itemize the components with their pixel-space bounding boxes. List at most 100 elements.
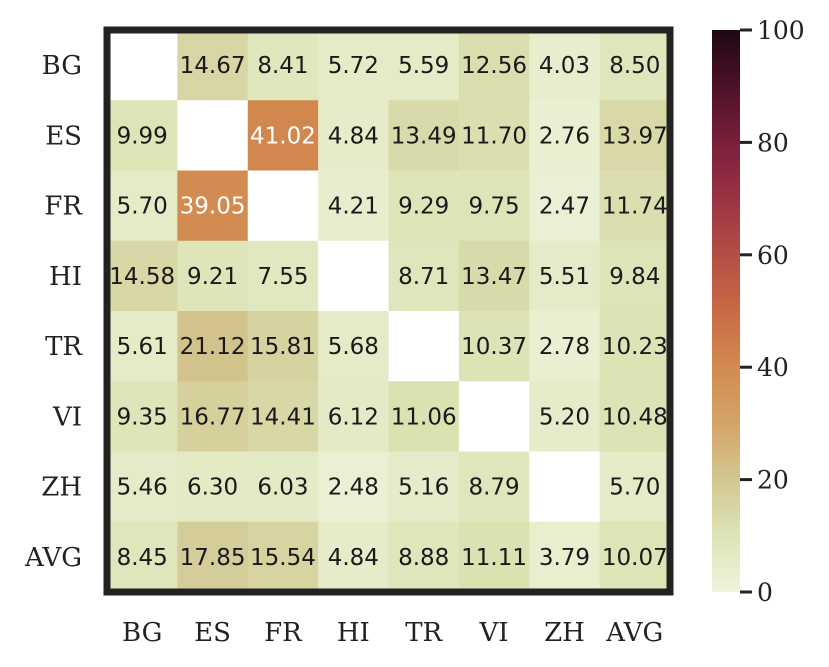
heatmap-cell: [177, 170, 249, 242]
colorbar-tick-label: 20: [757, 466, 789, 495]
heatmap-cell: [529, 381, 601, 453]
colorbar-tick-label: 80: [757, 128, 789, 157]
heatmap-cell: [318, 170, 390, 242]
heatmap-cell-value: 4.03: [539, 53, 590, 79]
heatmap-cell: [388, 170, 460, 242]
heatmap-cell-value: 9.84: [609, 264, 660, 290]
x-tick-label: AVG: [605, 618, 663, 648]
x-tick-label: FR: [264, 618, 303, 648]
heatmap-cell-value: 6.03: [257, 475, 308, 501]
heatmap-cell: [458, 521, 530, 593]
heatmap-cell-value: 16.77: [180, 404, 246, 430]
heatmap-cell: [458, 170, 530, 242]
y-tick-label: TR: [45, 332, 83, 362]
heatmap-cell-value: 11.06: [391, 404, 457, 430]
heatmap-cell: [177, 30, 249, 101]
y-tick-label: HI: [49, 262, 82, 292]
heatmap-cell-value: 9.21: [187, 264, 238, 290]
heatmap-cell: [247, 100, 319, 172]
heatmap-cell-value: 6.12: [328, 404, 379, 430]
y-axis-tick-labels: BG ES FR HI TR VI ZH AVG: [24, 51, 83, 573]
colorbar-tick-label: 0: [757, 578, 773, 607]
colorbar-tick-label: 100: [757, 16, 805, 45]
heatmap-cell: [388, 100, 460, 172]
heatmap-cell-value: 5.72: [328, 53, 379, 79]
y-tick-label: VI: [52, 402, 82, 432]
heatmap-cell: [599, 311, 671, 382]
heatmap-cell: [388, 30, 460, 101]
heatmap-cell-value: 2.76: [539, 123, 590, 149]
heatmap-cell-value: 5.61: [117, 334, 168, 360]
heatmap-cell: [599, 170, 671, 242]
heatmap-cell-value: 8.50: [609, 53, 660, 79]
heatmap-cell: [529, 521, 601, 593]
heatmap-cell-value: 5.51: [539, 264, 590, 290]
x-tick-label: TR: [405, 618, 443, 648]
heatmap-frame: [103, 26, 674, 596]
heatmap-cell: [318, 521, 390, 593]
heatmap-cell: [177, 381, 249, 453]
heatmap-cell: [318, 451, 390, 523]
x-tick-label: BG: [122, 618, 162, 648]
heatmap-cell-value: 5.70: [609, 475, 660, 501]
heatmap-cell-value: 5.16: [398, 475, 449, 501]
heatmap-cell: [107, 521, 178, 593]
heatmap-cell-value: 8.88: [398, 545, 449, 571]
heatmap-cell: [388, 311, 460, 382]
heatmap-cell-value: 12.56: [461, 53, 527, 79]
heatmap-cell: [247, 381, 319, 453]
heatmap-cell-value: 4.84: [328, 123, 379, 149]
x-axis-tick-labels: BG ES FR HI TR VI ZH AVG: [122, 618, 663, 648]
y-tick-label: BG: [42, 51, 82, 81]
heatmap-cell-value: 14.67: [180, 53, 246, 79]
heatmap-cell: [458, 311, 530, 382]
heatmap-cell: [247, 521, 319, 593]
heatmap-cell: [247, 311, 319, 382]
heatmap-cell-value: 11.74: [602, 194, 668, 220]
heatmap-cell-value: 8.41: [257, 53, 308, 79]
y-tick-label: ES: [45, 121, 82, 151]
heatmap-cell: [107, 240, 178, 312]
x-tick-label: HI: [337, 618, 370, 648]
heatmap-cell: [388, 381, 460, 453]
heatmap-cell-value: 11.70: [461, 123, 527, 149]
heatmap-cell-value: 4.84: [328, 545, 379, 571]
heatmap-cell: [599, 100, 671, 172]
heatmap-cell: [177, 311, 249, 382]
heatmap-cell: [107, 170, 178, 242]
heatmap-cell-value: 39.05: [180, 194, 246, 220]
heatmap-cell-value: 5.59: [398, 53, 449, 79]
colorbar-tick-label: 40: [757, 353, 789, 382]
heatmap-cell-value: 13.49: [391, 123, 457, 149]
colorbar-tick-label: 60: [757, 241, 789, 270]
heatmap-cell: [247, 30, 319, 101]
y-tick-label: FR: [44, 192, 83, 222]
heatmap-cell: [318, 240, 390, 312]
heatmap-cell-value: 5.20: [539, 404, 590, 430]
heatmap-cell-value: 14.41: [250, 404, 316, 430]
heatmap-cell: [388, 521, 460, 593]
heatmap-cell: [599, 381, 671, 453]
colorbar-ticks: 0 20 40 60 80 100: [740, 16, 805, 607]
heatmap-cell-value: 2.47: [539, 194, 590, 220]
heatmap-cell: [599, 240, 671, 312]
heatmap-cell-value: 13.97: [602, 123, 668, 149]
heatmap-cell: [177, 100, 249, 172]
heatmap-cell-value: 10.07: [602, 545, 668, 571]
heatmap-cell-value: 5.68: [328, 334, 379, 360]
colorbar: 0 20 40 60 80 100: [712, 16, 805, 607]
heatmap-cell: [177, 240, 249, 312]
heatmap-cell-value: 8.71: [398, 264, 449, 290]
heatmap-cell-value: 14.58: [109, 264, 175, 290]
heatmap-cell: [247, 170, 319, 242]
heatmap-cell-value: 7.55: [257, 264, 308, 290]
heatmap-cell-value: 13.47: [461, 264, 527, 290]
heatmap-cell-value: 10.37: [461, 334, 527, 360]
x-tick-label: VI: [479, 618, 509, 648]
heatmap-cell: [529, 311, 601, 382]
heatmap-cell: [318, 100, 390, 172]
heatmap-cell-value: 41.02: [250, 123, 316, 149]
y-tick-label: ZH: [41, 473, 82, 503]
heatmap-cell: [107, 30, 178, 101]
